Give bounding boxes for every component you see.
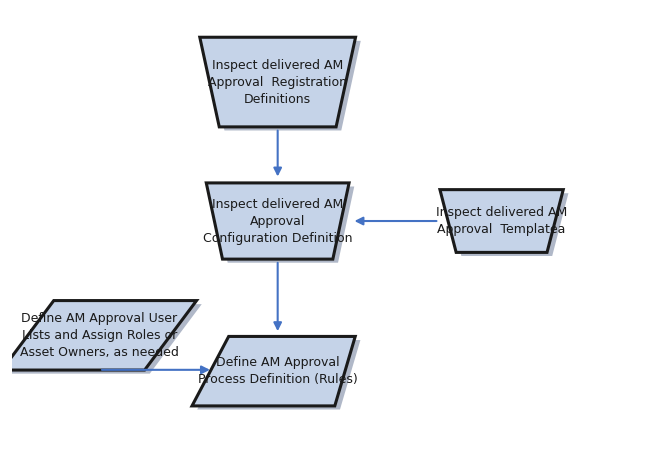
Polygon shape (440, 189, 563, 253)
Polygon shape (200, 37, 355, 127)
Polygon shape (192, 336, 355, 406)
Polygon shape (207, 183, 349, 259)
Text: Inspect delivered AM
Approval  Templatea: Inspect delivered AM Approval Templatea (436, 206, 567, 236)
Polygon shape (7, 304, 202, 373)
Polygon shape (445, 193, 569, 256)
Polygon shape (197, 340, 360, 410)
Text: Inspect delivered AM
Approval
Configuration Definition: Inspect delivered AM Approval Configurat… (203, 198, 352, 244)
Text: Define AM Approval
Process Definition (Rules): Define AM Approval Process Definition (R… (198, 356, 357, 386)
Polygon shape (205, 41, 361, 130)
Text: Inspect delivered AM
Approval  Registration
Definitions: Inspect delivered AM Approval Registrati… (208, 59, 347, 106)
Polygon shape (2, 300, 197, 370)
Polygon shape (211, 187, 354, 262)
Text: Define AM Approval User
Lists and Assign Roles or
Asset Owners, as needed: Define AM Approval User Lists and Assign… (20, 312, 179, 359)
